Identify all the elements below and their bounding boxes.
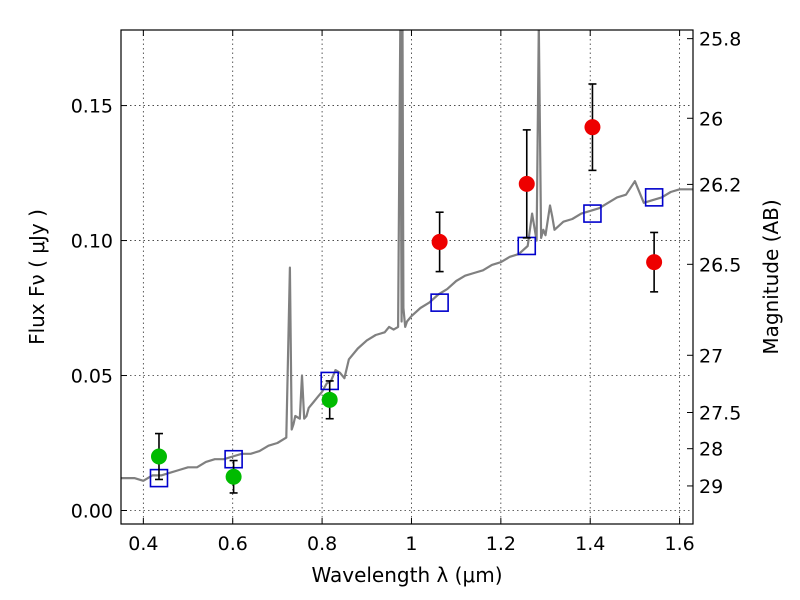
x-axis-label: Wavelength λ (μm) — [311, 563, 502, 587]
grid-layer — [121, 30, 693, 524]
observed-point — [225, 468, 242, 485]
x-tick-label: 0.8 — [307, 533, 337, 555]
model-square-marker — [644, 188, 664, 207]
y-tick-label: 0.00 — [71, 501, 113, 523]
spectrum-line — [121, 30, 693, 482]
y-tick-label: 0.05 — [71, 366, 113, 388]
y-right-tick-label: 26 — [699, 108, 723, 130]
observed-point — [150, 448, 167, 465]
line-layer — [121, 30, 693, 482]
y-right-tick-label: 25.8 — [699, 29, 741, 51]
x-tick-label: 1.4 — [575, 533, 605, 555]
y-axis-right-label: Magnitude (AB) — [759, 199, 783, 354]
y-right-tick-label: 28 — [699, 439, 723, 461]
y-right-tick-label: 27 — [699, 345, 723, 367]
observed-point — [518, 175, 535, 192]
model-square-marker — [430, 293, 449, 312]
tick-layer: 0.4 0.6 0.8 1 1.2 1.4 1.6 0.00 0.05 0.10 0.15 25.8 2… — [71, 29, 742, 555]
x-tick-label: 0.6 — [218, 533, 248, 555]
plot-frame — [120, 29, 694, 525]
y-right-tick-label: 26.2 — [699, 174, 741, 196]
observed-point — [646, 254, 663, 271]
observed-point — [584, 119, 601, 136]
x-tick-label: 1.6 — [664, 533, 694, 555]
model-square-marker — [583, 204, 602, 223]
observed-point — [321, 391, 338, 408]
y-right-tick-label: 26.5 — [699, 254, 741, 276]
x-tick-label: 1 — [405, 533, 417, 555]
x-tick-label: 1.2 — [486, 533, 516, 555]
x-tick-label: 0.4 — [128, 533, 158, 555]
y-right-tick-label: 27.5 — [699, 403, 741, 425]
marker-layer — [149, 83, 664, 494]
y-tick-label: 0.10 — [71, 231, 113, 253]
y-right-tick-label: 29 — [699, 476, 723, 498]
y-tick-label: 0.15 — [71, 96, 113, 118]
y-axis-label: Flux Fν ( μJy ) — [25, 209, 49, 345]
observed-point — [431, 233, 448, 250]
